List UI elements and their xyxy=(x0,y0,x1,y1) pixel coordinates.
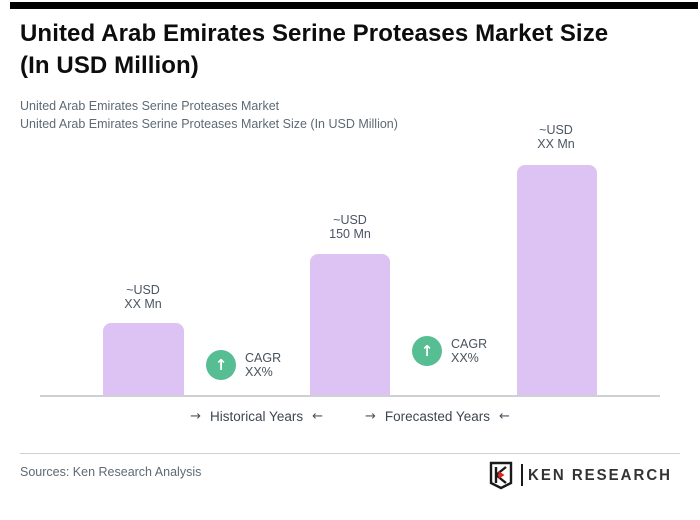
arrow-up-glyph: ↑ xyxy=(420,342,434,360)
cagr-value: XX% xyxy=(451,351,479,365)
legend-item-forecasted-years: → Forecasted Years ← xyxy=(365,409,510,424)
cagr-annotation-2: CAGR XX% xyxy=(451,337,487,365)
ken-research-logo: KEN RESEARCH xyxy=(486,460,672,490)
footer-divider xyxy=(20,453,680,454)
cagr-label: CAGR xyxy=(245,351,282,365)
page-title: United Arab Emirates Serine Proteases Ma… xyxy=(20,18,680,82)
chart-legend: → Historical Years ← → Forecasted Years … xyxy=(40,409,660,424)
legend-label: Forecasted Years xyxy=(384,409,490,424)
page-title-line2: (In USD Million) xyxy=(20,52,199,79)
top-accent-bar xyxy=(10,2,698,9)
arrow-right-icon: → xyxy=(190,409,202,424)
cagr-up-arrow-icon: ↑ xyxy=(412,336,442,366)
ken-research-logo-icon xyxy=(489,461,513,490)
arrow-left-icon: ← xyxy=(498,409,510,424)
bar-base-year xyxy=(310,254,390,395)
bar-value-label-forecast: ~USD XX Mn xyxy=(506,123,606,151)
bar-value-label-line: XX Mn xyxy=(537,137,575,151)
cagr-label: CAGR xyxy=(451,337,488,351)
bar-value-label-line: ~USD xyxy=(333,213,367,227)
bar-value-label-base: ~USD 150 Mn xyxy=(300,213,400,241)
sources-text: Sources: Ken Research Analysis xyxy=(20,465,202,479)
arrow-right-icon: → xyxy=(364,409,376,424)
bar-value-label-line: XX Mn xyxy=(124,297,162,311)
x-axis-line xyxy=(40,395,660,397)
chart-subtitle-line2: United Arab Emirates Serine Proteases Ma… xyxy=(20,117,398,131)
cagr-value: XX% xyxy=(245,365,273,379)
cagr-annotation-1: CAGR XX% xyxy=(245,351,281,379)
bar-value-label-historical: ~USD XX Mn xyxy=(93,283,193,311)
arrow-left-icon: ← xyxy=(312,409,323,424)
chart-subtitle: United Arab Emirates Serine Proteases Ma… xyxy=(20,97,660,133)
bar-value-label-line: 150 Mn xyxy=(329,227,371,241)
logo-wordmark: KEN RESEARCH xyxy=(528,466,673,484)
bar-value-label-line: ~USD xyxy=(539,123,573,137)
logo-separator xyxy=(521,464,523,486)
bar-value-label-line: ~USD xyxy=(126,283,160,297)
bar-historical xyxy=(103,323,184,395)
page-title-line1: United Arab Emirates Serine Proteases Ma… xyxy=(20,20,609,47)
chart-subtitle-line1: United Arab Emirates Serine Proteases Ma… xyxy=(20,99,280,113)
arrow-up-glyph: ↑ xyxy=(214,356,228,374)
cagr-up-arrow-icon: ↑ xyxy=(206,350,236,380)
legend-item-historical-years: → Historical Years ← xyxy=(190,409,323,424)
legend-label: Historical Years xyxy=(210,409,304,424)
bar-forecast xyxy=(517,165,597,395)
